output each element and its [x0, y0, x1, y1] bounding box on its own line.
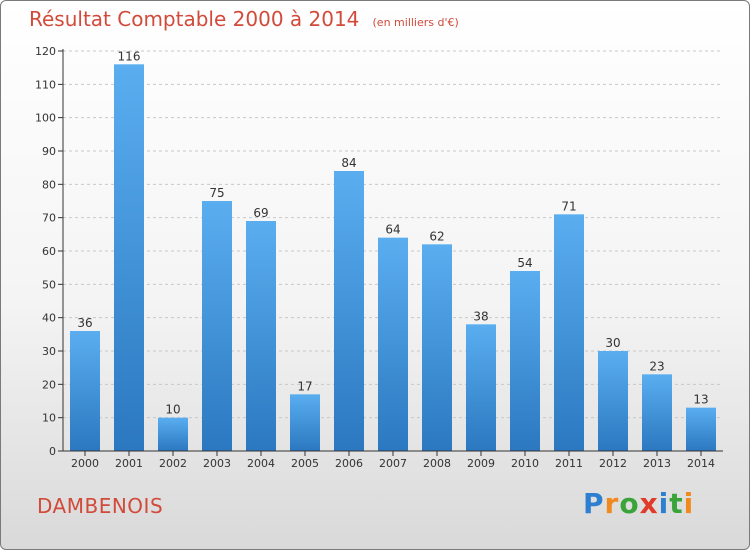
proxiti-logo: Proxiti [583, 487, 694, 520]
bar-2013 [642, 374, 672, 451]
bar-value-label: 116 [118, 49, 141, 63]
bar-value-label: 30 [605, 336, 620, 350]
bar-2012 [598, 351, 628, 451]
y-tick-label: 60 [42, 245, 56, 258]
y-tick-label: 120 [35, 45, 56, 58]
bar-2004 [246, 221, 276, 451]
bar-2008 [422, 244, 452, 451]
bar-value-label: 23 [649, 359, 664, 373]
x-tick-label: 2006 [335, 457, 363, 470]
commune-name: DAMBENOIS [37, 494, 164, 518]
logo-letter: i [658, 487, 670, 520]
y-tick-label: 10 [42, 412, 56, 425]
bar-value-label: 84 [341, 156, 356, 170]
bar-2002 [158, 417, 188, 451]
x-tick-label: 2011 [555, 457, 583, 470]
x-tick-label: 2001 [115, 457, 143, 470]
x-tick-label: 2010 [511, 457, 539, 470]
x-tick-label: 2013 [643, 457, 671, 470]
logo-letter: i [683, 487, 695, 520]
y-tick-label: 50 [42, 278, 56, 291]
logo-letter: P [583, 487, 605, 520]
y-tick-label: 40 [42, 312, 56, 325]
chart-title-text: Résultat Comptable 2000 à 2014 [29, 7, 360, 31]
y-tick-label: 110 [35, 78, 56, 91]
x-tick-label: 2005 [291, 457, 319, 470]
y-tick-label: 90 [42, 145, 56, 158]
bar-2007 [378, 237, 408, 451]
labels: 0 10 20 30 40 50 60 70 80 90 100 110 120 36 2000 116 200… [35, 45, 715, 470]
x-tick-label: 2008 [423, 457, 451, 470]
x-tick-label: 2012 [599, 457, 627, 470]
chart-title: Résultat Comptable 2000 à 2014 (en milli… [29, 7, 459, 31]
bar-value-label: 13 [693, 393, 708, 407]
x-tick-label: 2003 [203, 457, 231, 470]
y-tick-label: 30 [42, 345, 56, 358]
x-tick-label: 2009 [467, 457, 495, 470]
logo-letter: x [639, 487, 659, 520]
bar-2010 [510, 271, 540, 451]
x-tick-label: 2000 [71, 457, 99, 470]
bar-value-label: 64 [385, 223, 400, 237]
y-tick-label: 20 [42, 378, 56, 391]
x-tick-label: 2007 [379, 457, 407, 470]
bar-value-label: 54 [517, 256, 532, 270]
bar-value-label: 71 [561, 199, 576, 213]
axes [58, 49, 723, 456]
bar-2000 [70, 331, 100, 451]
bar-value-label: 17 [297, 379, 312, 393]
bar-2003 [202, 201, 232, 451]
bar-value-label: 10 [165, 403, 180, 417]
bar-value-label: 69 [253, 206, 268, 220]
bar-value-label: 75 [209, 186, 224, 200]
bar-2009 [466, 324, 496, 451]
bar-2014 [686, 407, 716, 451]
y-tick-label: 80 [42, 178, 56, 191]
y-tick-label: 100 [35, 112, 56, 125]
x-tick-label: 2002 [159, 457, 187, 470]
bar-2011 [554, 214, 584, 451]
bar-2006 [334, 171, 364, 451]
logo-letter: r [604, 487, 620, 520]
y-tick-label: 0 [49, 445, 56, 458]
logo-letter: o [619, 487, 640, 520]
y-tick-label: 70 [42, 212, 56, 225]
bar-value-label: 36 [77, 316, 92, 330]
logo-letter: t [669, 487, 684, 520]
bar-2005 [290, 394, 320, 451]
bars [70, 64, 716, 452]
x-tick-label: 2004 [247, 457, 275, 470]
bar-value-label: 38 [473, 309, 488, 323]
bar-value-label: 62 [429, 229, 444, 243]
bar-2001 [114, 64, 144, 452]
x-tick-label: 2014 [687, 457, 715, 470]
chart-subtitle: (en milliers d'€) [372, 16, 459, 29]
